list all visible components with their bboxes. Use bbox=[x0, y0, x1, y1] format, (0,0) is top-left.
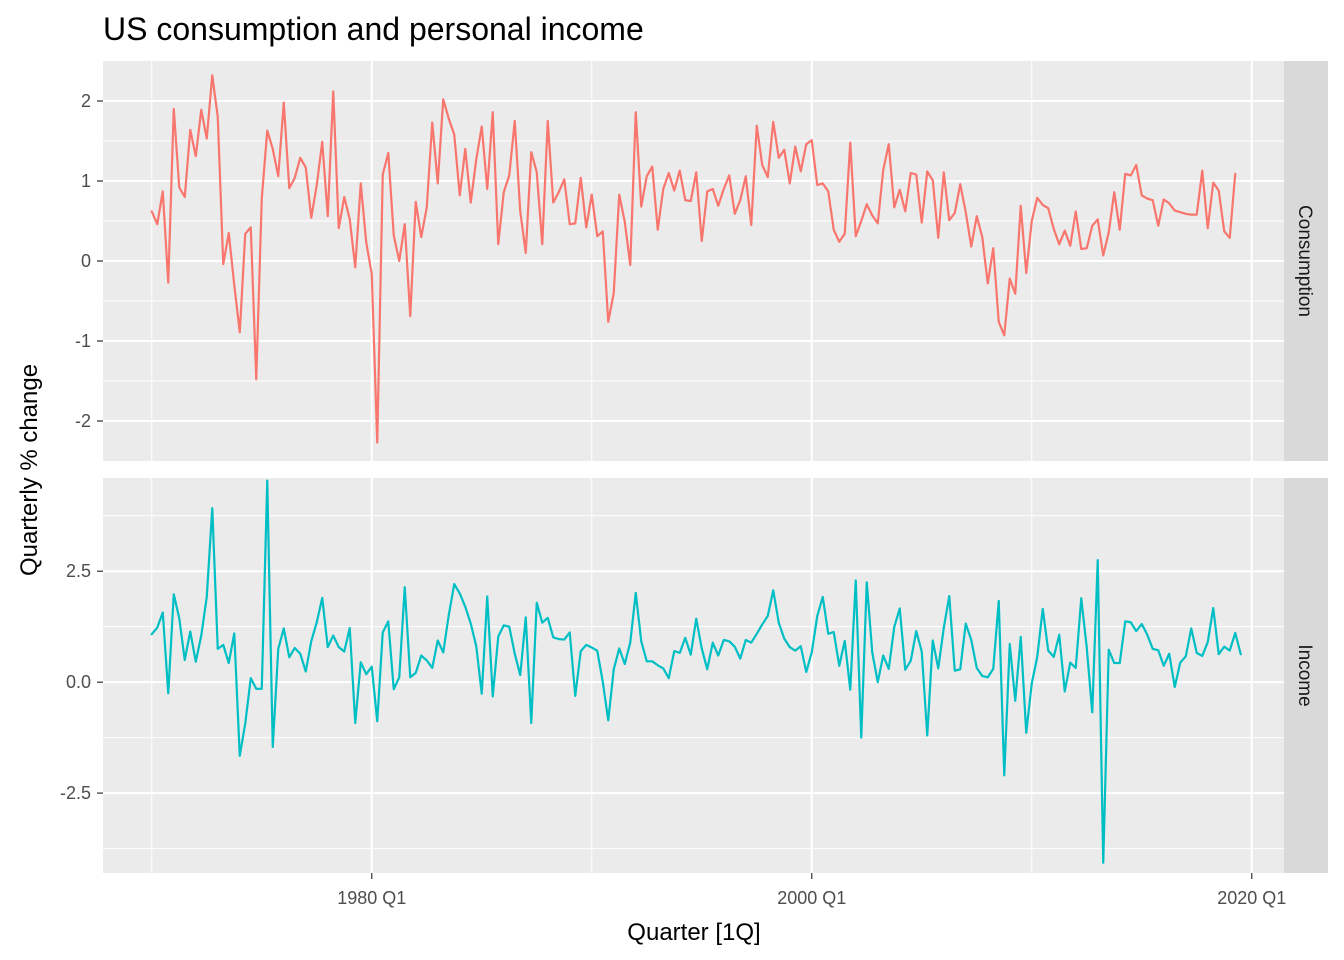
y-tick-label: 2.5 bbox=[66, 561, 91, 581]
y-tick-label: -2.5 bbox=[60, 783, 91, 803]
y-axis-title: Quarterly % change bbox=[16, 364, 43, 576]
facet-strip-label: Income bbox=[1294, 644, 1315, 706]
y-tick-label: 0 bbox=[81, 251, 91, 271]
y-tick-label: -2 bbox=[75, 411, 91, 431]
facet-panel-income: -2.5 0.0 2.5 Income bbox=[60, 478, 1328, 873]
chart-title: US consumption and personal income bbox=[103, 11, 644, 47]
series-line-income bbox=[150, 479, 1242, 864]
x-tick-label: 1980 Q1 bbox=[337, 888, 406, 908]
y-tick-label: 1 bbox=[81, 171, 91, 191]
facet-strip bbox=[1284, 478, 1328, 873]
facet-strip bbox=[1284, 61, 1328, 461]
series-line-consumption bbox=[150, 74, 1237, 444]
facet-panels: -2 -1 0 1 2 Consumption -2.5 0.0 2.5 Income bbox=[60, 61, 1328, 873]
x-tick-label: 2020 Q1 bbox=[1217, 888, 1286, 908]
facet-strip-label: Consumption bbox=[1294, 205, 1315, 317]
y-tick-label: 2 bbox=[81, 91, 91, 111]
y-tick-label: -1 bbox=[75, 331, 91, 351]
x-axis-title: Quarter [1Q] bbox=[627, 919, 760, 946]
facet-panel-consumption: -2 -1 0 1 2 Consumption bbox=[75, 61, 1328, 461]
y-tick-label: 0.0 bbox=[66, 672, 91, 692]
panel-background bbox=[103, 478, 1284, 873]
x-tick-label: 2000 Q1 bbox=[777, 888, 846, 908]
x-axis: 1980 Q1 2000 Q1 2020 Q1 bbox=[337, 873, 1286, 908]
